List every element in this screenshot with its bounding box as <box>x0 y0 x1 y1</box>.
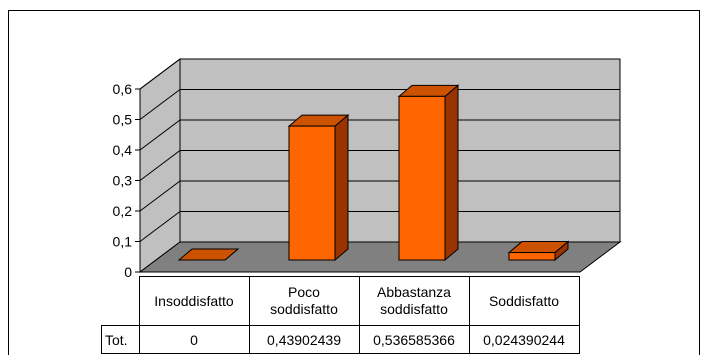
y-tick-label: 0,6 <box>113 81 133 97</box>
y-tick-label: 0,3 <box>113 173 133 189</box>
value-cell: 0,024390244 <box>468 325 580 354</box>
gridline <box>139 58 620 90</box>
y-tick-label: 0,2 <box>113 203 133 219</box>
gridline <box>139 150 620 181</box>
gridline <box>139 180 620 212</box>
floor <box>138 241 622 273</box>
category-label-poco-soddisfatto: Poco soddisfatto <box>248 276 360 326</box>
category-label-soddisfatto: Soddisfatto <box>468 276 580 326</box>
value-cell: 0 <box>138 325 250 354</box>
y-tick-label: 0,5 <box>113 112 133 128</box>
bar-front <box>398 95 446 261</box>
data-table-corner <box>101 276 140 326</box>
gridline <box>139 211 620 242</box>
bar <box>287 114 350 262</box>
y-tick-label: 0,4 <box>113 142 133 158</box>
y-tick-label: 0,1 <box>113 234 133 250</box>
bar <box>507 240 570 262</box>
gridline <box>139 119 620 151</box>
bar-side <box>334 114 349 262</box>
bar-side <box>444 84 459 262</box>
bar-front <box>288 125 336 261</box>
data-table-header-row: Insoddisfatto Poco soddisfatto Abbastanza… <box>101 276 580 326</box>
y-tick-label: 0 <box>124 264 132 280</box>
bar <box>177 248 240 261</box>
category-label-abbastanza-soddisfatto: Abbastanza soddisfatto <box>358 276 470 326</box>
value-cell: 0,43902439 <box>248 325 360 354</box>
bar <box>397 84 460 262</box>
data-table: Insoddisfatto Poco soddisfatto Abbastanza… <box>101 276 580 354</box>
gridline <box>139 89 620 120</box>
value-cell: 0,536585366 <box>358 325 470 354</box>
category-label-insoddisfatto: Insoddisfatto <box>138 276 250 326</box>
bar-top <box>177 248 240 261</box>
bar-front <box>508 252 556 261</box>
data-table-values-row: Tot. 0 0,43902439 0,536585366 0,02439024… <box>101 325 580 354</box>
chart-frame <box>8 10 700 355</box>
series-label: Tot. <box>101 325 140 354</box>
